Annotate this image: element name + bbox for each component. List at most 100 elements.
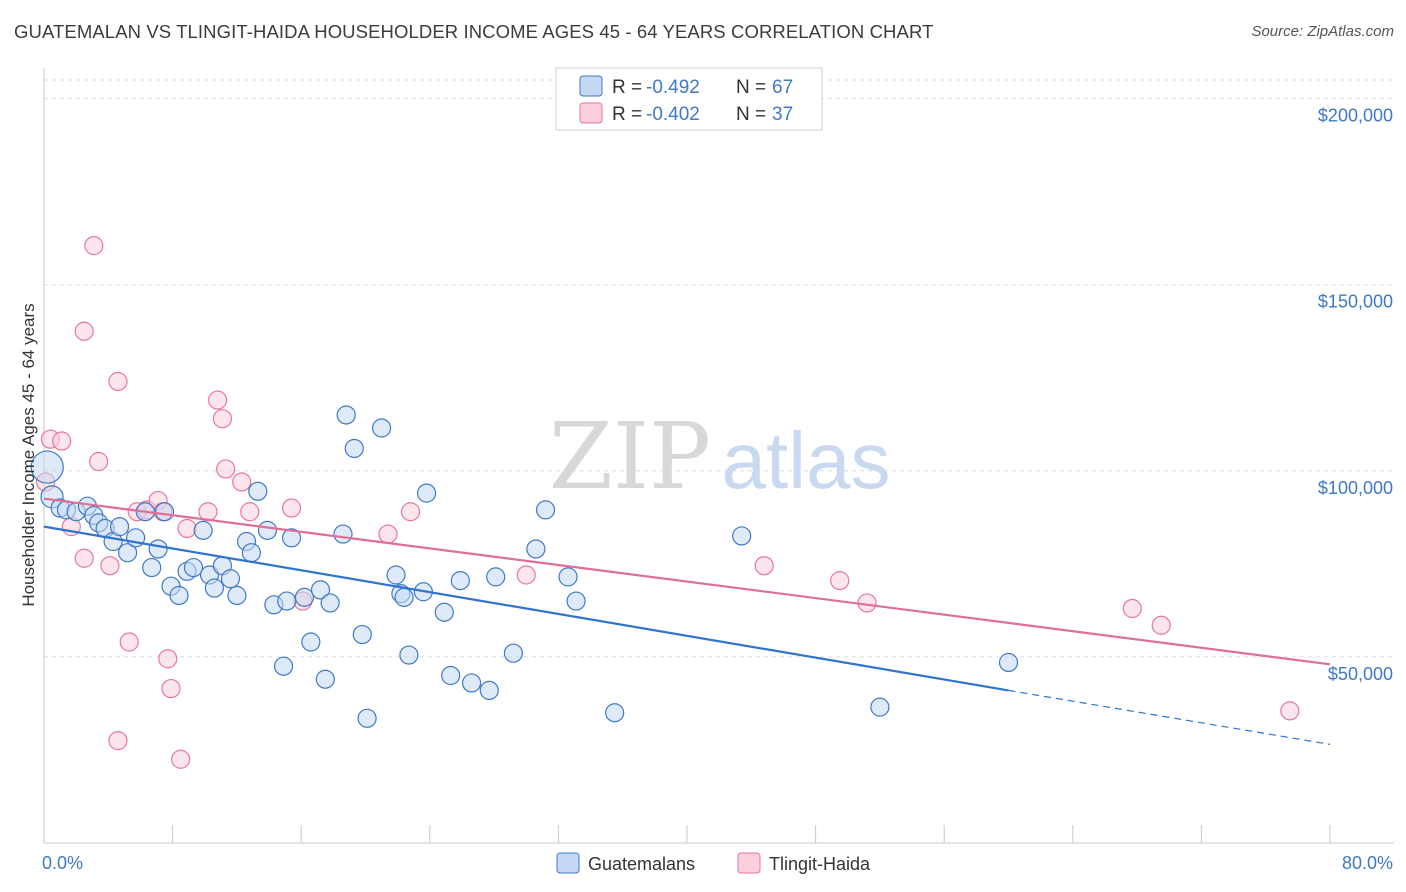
guatemalans-point-63 <box>605 703 625 723</box>
legend-swatch-pink <box>579 102 603 124</box>
guatemalans-point-39 <box>320 593 340 613</box>
trend-line-tlingit-haida <box>43 497 1331 666</box>
guatemalans-point-28 <box>241 543 261 563</box>
guatemalans-point-55 <box>461 673 482 693</box>
watermark-zip: ZIP <box>549 403 711 510</box>
guatemalans-point-46 <box>386 565 406 585</box>
guatemalans-point-35 <box>294 587 315 607</box>
trend-line-guatemalans <box>43 525 1009 692</box>
grid <box>44 79 1394 658</box>
guatemalans-point-18 <box>169 585 189 606</box>
guatemalans-point-21 <box>193 520 213 540</box>
guatemalans-point-14 <box>142 557 162 578</box>
guatemalans-point-36 <box>301 632 321 652</box>
bottom-legend-swatch-guatemalans <box>556 852 580 874</box>
tlingit-haida-point-9 <box>108 371 128 392</box>
guatemalans-point-48 <box>394 587 414 607</box>
tlingit-haida-point-32 <box>830 571 850 591</box>
y-tick-label-0: $50,000 <box>1328 664 1393 684</box>
legend-r-label-pink: R = <box>612 104 642 125</box>
x-tick-label-0: 0.0% <box>42 853 83 873</box>
guatemalans-point-41 <box>336 405 356 425</box>
legend-n-label-pink: N = <box>736 104 766 125</box>
legend-n-value-blue: 67 <box>772 77 793 98</box>
y-tick-label-2: $150,000 <box>1318 292 1393 312</box>
x-tick-label-1: 80.0% <box>1342 853 1393 873</box>
guatemalans-point-59 <box>526 539 546 559</box>
guatemalans-point-44 <box>357 708 377 728</box>
tlingit-haida-point-7 <box>74 548 94 568</box>
tlingit-haida-point-26 <box>281 498 302 518</box>
y-axis-label: Householder Income Ages 45 - 64 years <box>19 303 38 606</box>
trend-lines <box>43 497 1331 745</box>
guatemalans-point-11 <box>117 543 138 563</box>
bottom-legend-label-guatemalans: Guatemalans <box>588 854 695 874</box>
y-tick-label-1: $100,000 <box>1318 478 1393 498</box>
tlingit-haida-point-21 <box>208 390 228 410</box>
tlingit-haida-point-8 <box>100 556 120 576</box>
tlingit-haida-point-24 <box>232 472 252 492</box>
guatemalans-point-10 <box>109 517 130 537</box>
guatemalans-point-45 <box>371 418 392 438</box>
guatemalans-point-53 <box>441 665 461 686</box>
tlingit-haida-point-23 <box>216 459 236 479</box>
guatemalans-point-38 <box>315 669 335 689</box>
guatemalans-point-65 <box>870 697 890 717</box>
guatemalans-point-42 <box>344 438 364 459</box>
guatemalans-point-29 <box>248 481 268 501</box>
chart-source: Source: ZipAtlas.com <box>1251 23 1394 40</box>
tlingit-haida-point-34 <box>1122 598 1142 619</box>
guatemalans-point-40 <box>333 524 353 544</box>
tlingit-haida-point-4 <box>74 321 94 341</box>
watermark-atlas: atlas <box>722 416 891 505</box>
tlingit-haida-point-22 <box>212 409 233 429</box>
watermark: ZIP atlas <box>549 403 891 510</box>
guatemalans-point-0 <box>30 450 64 484</box>
tlingit-haida-point-25 <box>240 502 260 522</box>
tlingit-haida-point-6 <box>89 451 109 472</box>
chart-title: GUATEMALAN VS TLINGIT-HAIDA HOUSEHOLDER … <box>14 21 934 42</box>
tick-labels: $50,000 $100,000 $150,000 $200,000 0.0% 80.0% <box>42 106 1393 873</box>
guatemalans-point-54 <box>450 571 470 591</box>
legend-r-value-pink: -0.402 <box>646 104 700 125</box>
guatemalans-point-49 <box>399 645 419 665</box>
tlingit-haida-point-35 <box>1151 615 1171 635</box>
guatemalans-point-60 <box>535 500 556 520</box>
guatemalans-point-34 <box>273 656 294 676</box>
guatemalans-point-56 <box>479 680 499 701</box>
tlingit-haida-point-30 <box>516 565 536 585</box>
tlingit-haida-point-19 <box>177 518 197 539</box>
axes <box>43 68 1394 844</box>
legend-n-value-pink: 37 <box>772 104 793 125</box>
guatemalans-point-25 <box>220 569 241 589</box>
tlingit-haida-point-5 <box>84 236 104 256</box>
guatemalans-point-62 <box>566 591 586 611</box>
guatemalans-point-64 <box>732 526 752 546</box>
trend-line-guatemalans-dashed <box>1008 689 1331 745</box>
legend-r-value-blue: -0.492 <box>646 77 700 98</box>
bottom-legend: Guatemalans Tlingit-Haida <box>556 852 871 874</box>
tlingit-haida-point-36 <box>1280 701 1300 721</box>
guatemalans-point-30 <box>257 520 278 540</box>
y-tick-label-3: $200,000 <box>1318 106 1393 126</box>
tlingit-haida-point-18 <box>171 749 191 769</box>
guatemalans-point-15 <box>148 539 168 559</box>
guatemalans-point-16 <box>154 502 175 522</box>
guatemalans-point-20 <box>183 557 204 578</box>
top-legend: R = -0.492 N = 67 R = -0.402 N = 37 <box>555 67 823 131</box>
guatemalans-point-37 <box>310 580 331 600</box>
guatemalans-point-43 <box>352 624 372 645</box>
bottom-legend-label-tlingit-haida: Tlingit-Haida <box>769 854 871 874</box>
guatemalans-point-32 <box>277 591 297 611</box>
guatemalans-point-26 <box>227 585 247 606</box>
tlingit-haida-point-2 <box>52 431 72 451</box>
guatemalans-point-52 <box>434 602 454 622</box>
guatemalans-point-66 <box>998 652 1019 673</box>
tlingit-haida-point-28 <box>378 524 398 544</box>
legend-r-label-blue: R = <box>612 77 642 98</box>
series-guatemalans-points <box>30 405 1019 728</box>
bottom-legend-swatch-tlingit-haida <box>737 852 761 874</box>
tlingit-haida-point-11 <box>119 632 139 652</box>
guatemalans-point-57 <box>486 567 506 587</box>
